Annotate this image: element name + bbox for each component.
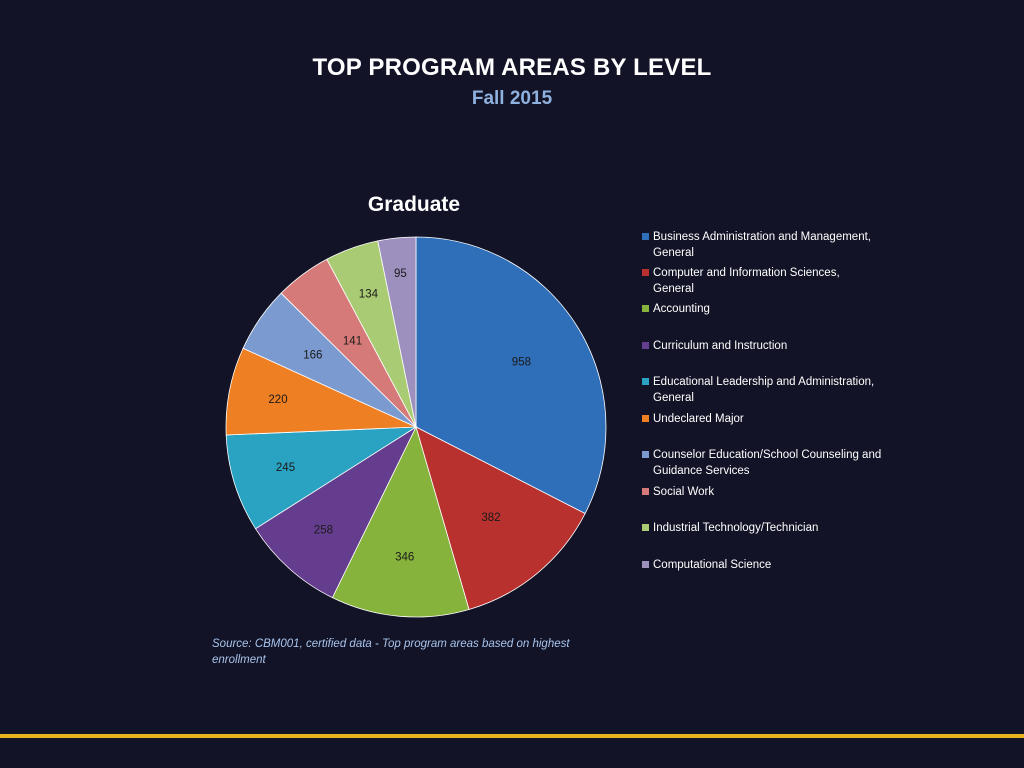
- legend-swatch: [642, 451, 649, 458]
- legend-swatch: [642, 561, 649, 568]
- pie-data-label: 220: [268, 394, 287, 406]
- legend-swatch: [642, 488, 649, 495]
- pie-data-label: 958: [512, 357, 531, 369]
- page-subtitle: Fall 2015: [471, 88, 553, 109]
- pie-data-labels: 958 382 346 258 245 220 166 141 134 95: [268, 268, 531, 564]
- legend-swatch: [642, 305, 649, 312]
- legend-label: Educational Leadership and Administratio…: [653, 376, 875, 404]
- legend-label: Computer and Information Sciences, Gener…: [653, 267, 840, 295]
- legend-item: Counselor Education/School Counseling an…: [642, 447, 882, 479]
- pie-slice: [415, 426, 586, 610]
- pie-slice: [254, 425, 417, 599]
- pie-data-label: 141: [343, 336, 362, 348]
- legend-label: Computational Science: [653, 559, 772, 571]
- chart-title: Graduate: [367, 193, 461, 216]
- legend-label: Social Work: [653, 486, 715, 498]
- pie-slice: [331, 425, 470, 618]
- pie-data-label: 382: [481, 512, 500, 524]
- legend-item: Industrial Technology/Technician: [642, 520, 882, 536]
- legend-swatch: [642, 233, 649, 240]
- pie-data-label: 134: [359, 289, 379, 301]
- pie-slices: [225, 236, 607, 618]
- pie-data-label: 166: [303, 350, 322, 362]
- legend-swatch: [642, 342, 649, 349]
- legend-item: Curriculum and Instruction: [642, 338, 882, 354]
- legend-swatch: [642, 524, 649, 531]
- legend-swatch: [642, 415, 649, 422]
- legend-swatch: [642, 378, 649, 385]
- pie-data-label: 245: [276, 462, 295, 474]
- pie-data-label: 95: [394, 268, 407, 280]
- bottom-accent-rule: [0, 734, 1024, 738]
- source-note: Source: CBM001, certified data - Top pro…: [212, 638, 570, 666]
- legend-label: Undeclared Major: [653, 413, 744, 425]
- legend-label: Counselor Education/School Counseling an…: [653, 449, 882, 477]
- legend-item: Social Work: [642, 484, 882, 500]
- legend-label: Accounting: [653, 303, 710, 315]
- legend-label: Business Administration and Management, …: [653, 231, 871, 259]
- pie-slice: [225, 426, 418, 530]
- legend-swatch: [642, 269, 649, 276]
- legend-item: Educational Leadership and Administratio…: [642, 374, 882, 406]
- legend-item: Undeclared Major: [642, 411, 882, 427]
- pie-slice: [415, 236, 607, 515]
- legend-label: Curriculum and Instruction: [653, 340, 788, 352]
- legend-item: Computer and Information Sciences, Gener…: [642, 265, 882, 297]
- pie-data-label: 346: [395, 552, 414, 564]
- pie-data-label: 258: [314, 524, 333, 536]
- pie-slice: [377, 236, 417, 428]
- legend-label: Industrial Technology/Technician: [653, 522, 819, 534]
- legend-item: Business Administration and Management, …: [642, 229, 882, 261]
- legend-item: Computational Science: [642, 557, 882, 573]
- page-title: TOP PROGRAM AREAS BY LEVEL: [312, 54, 712, 81]
- legend-item: Accounting: [642, 301, 882, 317]
- pie-chart: 958 382 346 258 245 220 166 141 134 95: [225, 236, 607, 618]
